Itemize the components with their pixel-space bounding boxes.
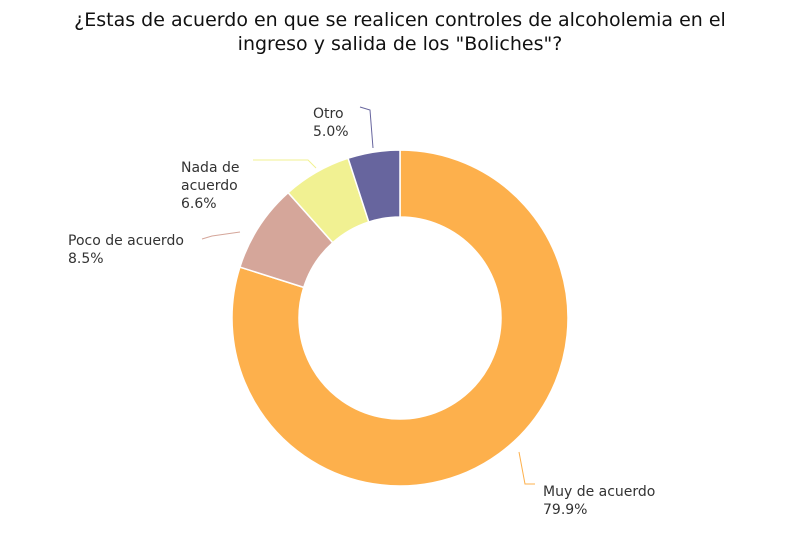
slice-muy-de-acuerdo[interactable] bbox=[231, 149, 569, 487]
chart-title-line-2: ingreso y salida de los "Boliches"? bbox=[237, 33, 563, 55]
slice-name-label: Muy de acuerdo bbox=[543, 484, 655, 500]
slice-value-label: 5.0% bbox=[313, 124, 349, 140]
slices-group bbox=[231, 149, 569, 487]
chart-title: ¿Estas de acuerdo en que se realicen con… bbox=[0, 8, 800, 56]
slice-value-label: 8.5% bbox=[68, 251, 104, 267]
label-muy-de-acuerdo: Muy de acuerdo 79.9% bbox=[543, 484, 655, 518]
connectors-group bbox=[201, 106, 535, 485]
label-nada-de-acuerdo: Nada de acuerdo 6.6% bbox=[181, 160, 239, 212]
slice-value-label: 79.9% bbox=[543, 502, 587, 518]
slice-name-label: Poco de acuerdo bbox=[68, 233, 184, 249]
slice-name-label: Nada de bbox=[181, 160, 239, 176]
connector-poco-de-acuerdo bbox=[201, 231, 241, 240]
connector-nada-de-acuerdo bbox=[253, 159, 317, 169]
chart-title-line-1: ¿Estas de acuerdo en que se realicen con… bbox=[74, 9, 726, 31]
connector-muy-de-acuerdo bbox=[518, 451, 535, 485]
label-otro: Otro 5.0% bbox=[313, 106, 349, 140]
labels-group: Muy de acuerdo 79.9% Poco de acuerdo 8.5% Na… bbox=[68, 106, 655, 518]
slice-name-label: Otro bbox=[313, 106, 344, 122]
slice-value-label: 6.6% bbox=[181, 196, 217, 212]
connector-otro bbox=[359, 106, 374, 149]
slice-otro[interactable] bbox=[347, 149, 401, 223]
slice-name-label: acuerdo bbox=[181, 178, 238, 194]
label-poco-de-acuerdo: Poco de acuerdo 8.5% bbox=[68, 233, 184, 267]
